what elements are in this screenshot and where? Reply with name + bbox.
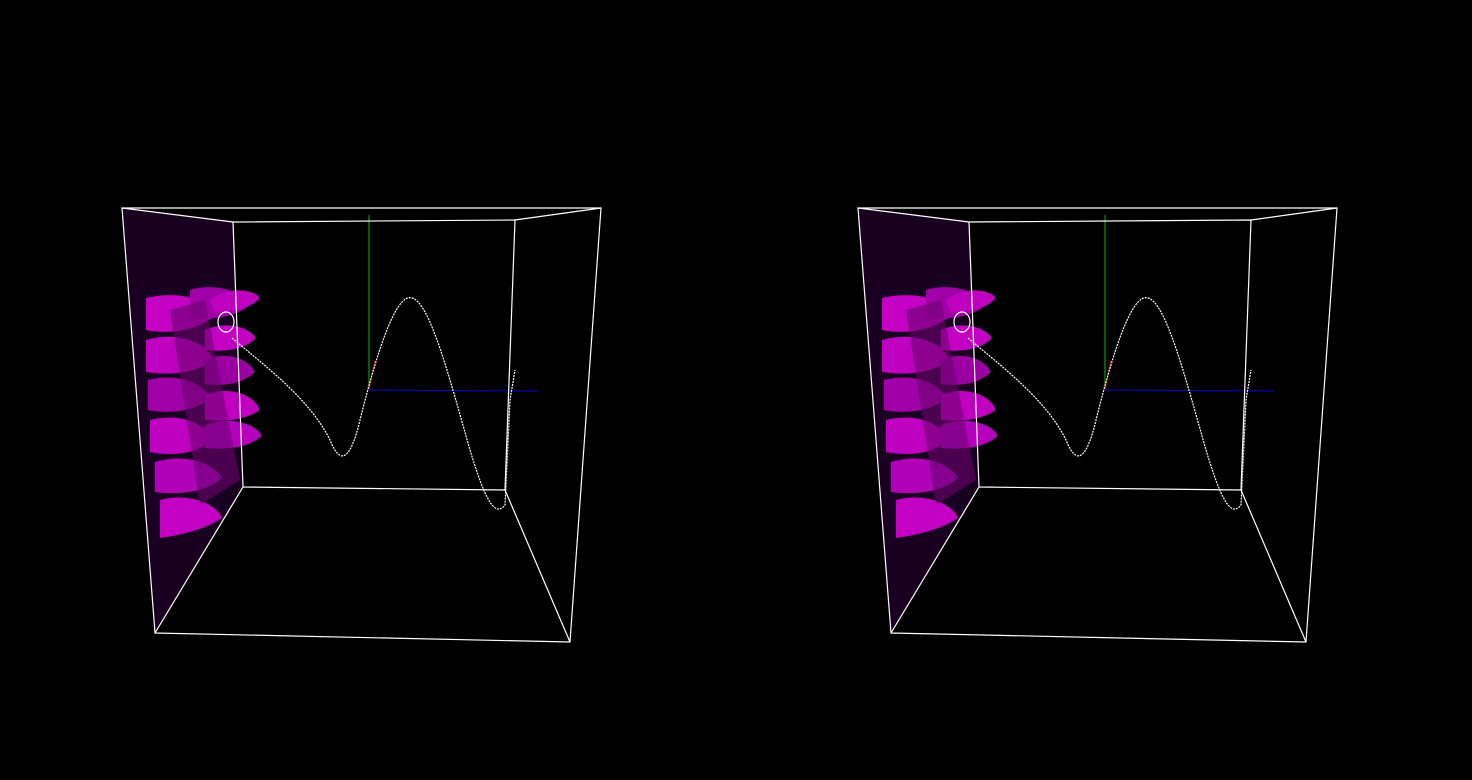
background xyxy=(0,0,1472,780)
page: {} xyxy=(0,0,1472,780)
stereo-viewport xyxy=(0,0,1472,780)
